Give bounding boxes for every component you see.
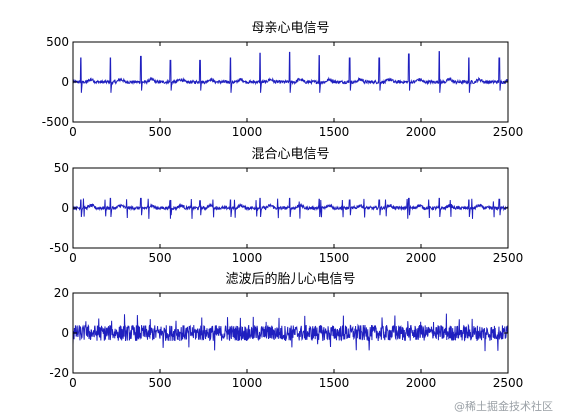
x-tick-label: 1500 xyxy=(319,376,350,390)
y-tick-label: 500 xyxy=(46,35,69,49)
x-tick-label: 1500 xyxy=(319,125,350,139)
x-tick-label: 2000 xyxy=(406,251,437,265)
chart-title: 滤波后的胎儿心电信号 xyxy=(225,271,355,287)
x-tick-label: 1000 xyxy=(232,251,263,265)
x-tick-label: 500 xyxy=(149,376,172,390)
x-tick-label: 0 xyxy=(69,251,77,265)
x-tick-label: 1000 xyxy=(232,125,263,139)
y-tick-label: 0 xyxy=(61,75,69,89)
chart-title: 混合心电信号 xyxy=(251,147,329,162)
y-tick-label: -500 xyxy=(42,115,69,129)
y-tick-label: 0 xyxy=(61,201,69,215)
x-tick-label: 2500 xyxy=(493,251,524,265)
x-tick-label: 0 xyxy=(69,376,77,390)
x-tick-label: 500 xyxy=(149,251,172,265)
watermark: @稀土掘金技术社区 xyxy=(454,400,553,413)
x-tick-label: 0 xyxy=(69,125,77,139)
x-tick-label: 2000 xyxy=(406,376,437,390)
y-tick-label: 20 xyxy=(54,286,69,300)
x-tick-label: 500 xyxy=(149,125,172,139)
x-tick-label: 1500 xyxy=(319,251,350,265)
signal-line xyxy=(72,313,509,352)
signal-line xyxy=(72,197,509,219)
x-tick-label: 2500 xyxy=(493,125,524,139)
y-tick-label: 0 xyxy=(61,326,69,340)
y-tick-label: -50 xyxy=(49,241,69,255)
signal-line xyxy=(72,51,509,93)
chart-title: 母亲心电信号 xyxy=(251,21,329,36)
y-tick-label: -20 xyxy=(49,366,69,380)
x-tick-label: 2500 xyxy=(493,376,524,390)
x-tick-label: 2000 xyxy=(406,125,437,139)
x-tick-label: 1000 xyxy=(232,376,263,390)
y-tick-label: 50 xyxy=(54,161,69,175)
